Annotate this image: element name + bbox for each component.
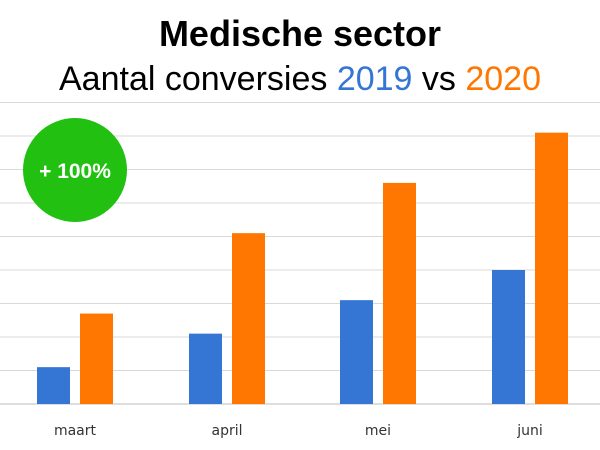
bar-2019-juni — [492, 270, 525, 404]
bar-2020-maart — [80, 313, 113, 404]
x-tick-label: april — [211, 423, 242, 439]
x-tick-label: mei — [365, 423, 391, 439]
badge-circle — [23, 118, 127, 222]
bar-2019-mei — [340, 300, 373, 404]
x-tick-label: maart — [54, 423, 97, 439]
subtitle-year-2019: 2019 — [336, 60, 413, 98]
bar-2020-april — [232, 233, 265, 404]
bar-2019-april — [189, 333, 222, 404]
growth-badge: + 100% — [23, 118, 127, 222]
bars — [37, 132, 568, 404]
bar-2020-mei — [383, 182, 416, 404]
subtitle-year-2020: 2020 — [465, 60, 541, 98]
subtitle-separator: vs — [412, 60, 466, 98]
bar-2019-maart — [37, 367, 70, 404]
chart-title: Medische sector — [158, 13, 442, 54]
badge-label: + 100% — [39, 160, 111, 183]
chart-subtitle: Aantal conversies 2019 vs 2020 — [0, 58, 600, 100]
bar-2020-juni — [535, 132, 568, 404]
x-tick-labels: maart april mei juni — [54, 423, 543, 439]
x-tick-label: juni — [516, 423, 543, 439]
chart-title-block: Medische sector Aantal conversies 2019 v… — [0, 10, 600, 100]
subtitle-prefix: Aantal conversies — [59, 60, 337, 98]
